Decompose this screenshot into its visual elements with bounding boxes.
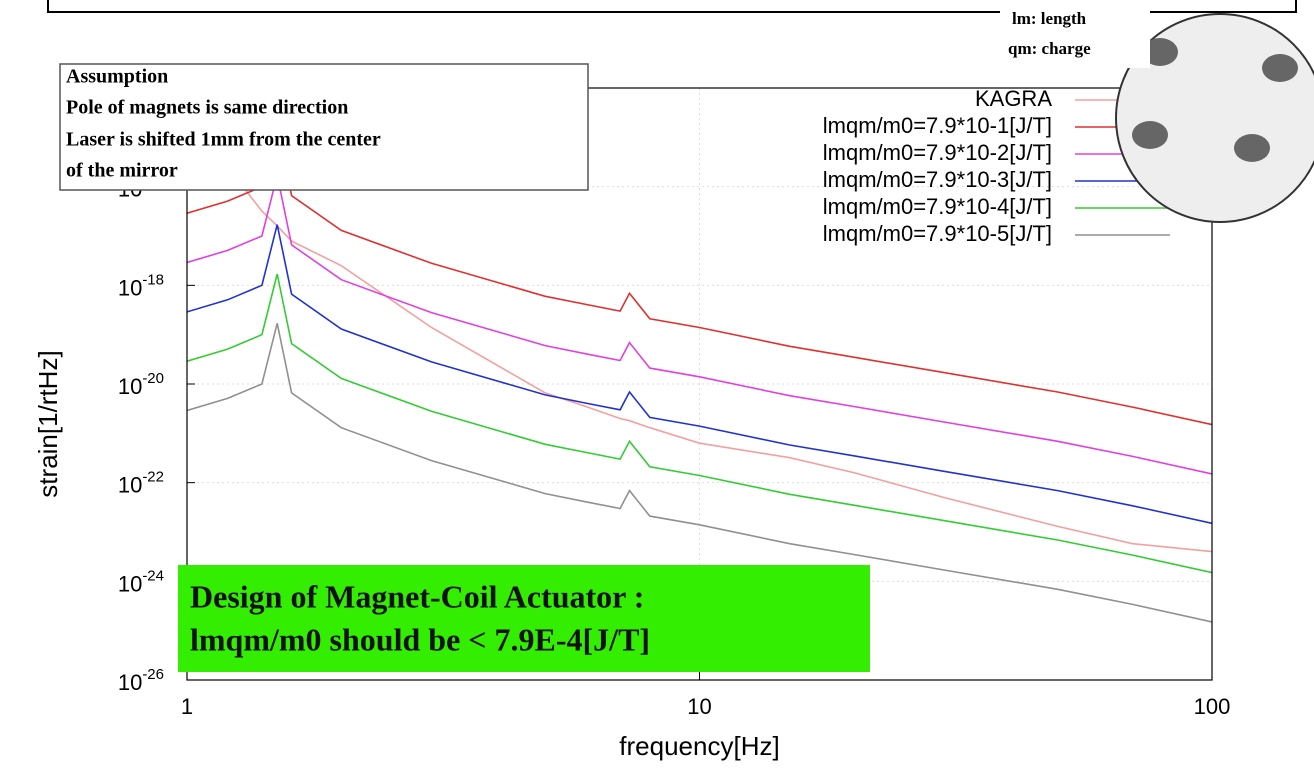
legend-label: lmqm/m0=7.9*10-5[J/T] <box>823 221 1052 246</box>
magnet <box>1142 38 1178 66</box>
legend-label: KAGRA <box>975 86 1052 111</box>
design-box: Design of Magnet-Coil Actuator : lmqm/m0… <box>178 565 870 672</box>
y-axis-title: strain[1/rtHz] <box>33 350 63 497</box>
series-line <box>187 273 1212 574</box>
x-tick-label: 1 <box>181 694 193 719</box>
legend-label: lmqm/m0=7.9*10-2[J/T] <box>823 140 1052 165</box>
mirror-figure: lm: length qm: charge <box>1000 9 1314 223</box>
magnet <box>1132 121 1168 149</box>
legend-label: lmqm/m0=7.9*10-4[J/T] <box>823 194 1052 219</box>
y-tick-exponent: -22 <box>142 469 164 486</box>
label-bg <box>1000 10 1150 68</box>
box <box>178 565 870 672</box>
y-tick-exponent: -18 <box>142 271 164 288</box>
note-line: Assumption <box>66 66 168 88</box>
top-box <box>47 0 1297 13</box>
legend-label: lmqm/m0=7.9*10-3[J/T] <box>823 167 1052 192</box>
y-tick-label: 10-24 <box>118 567 164 596</box>
y-tick-exponent: -20 <box>142 370 164 387</box>
y-tick-base: 10 <box>118 275 142 300</box>
note-line: of the mirror <box>66 160 178 182</box>
y-tick-label: 10-26 <box>118 666 164 695</box>
design-line: Design of Magnet-Coil Actuator : <box>190 578 644 614</box>
magnet <box>1262 54 1298 82</box>
box <box>59 63 589 191</box>
series-line <box>187 224 1212 525</box>
x-axis-title: frequency[Hz] <box>619 731 779 761</box>
y-tick-label: 10-22 <box>118 469 164 498</box>
y-tick-exponent: -24 <box>142 567 164 584</box>
y-tick-base: 10 <box>118 571 142 596</box>
design-line: lmqm/m0 should be < 7.9E-4[J/T] <box>190 621 650 657</box>
y-tick-label: 10-20 <box>118 370 164 399</box>
assumption-box: Assumption Pole of magnets is same direc… <box>59 63 589 191</box>
y-tick-label: 10-18 <box>118 271 164 300</box>
y-tick-base: 10 <box>118 670 142 695</box>
series-line <box>187 323 1212 623</box>
legend-label: lmqm/m0=7.9*10-1[J/T] <box>823 113 1052 138</box>
y-tick-base: 10 <box>118 472 142 497</box>
figure-label: lm: length <box>1012 9 1087 28</box>
y-tick-exponent: -26 <box>142 666 164 683</box>
note-line: Laser is shifted 1mm from the center <box>66 129 381 151</box>
figure-label: qm: charge <box>1008 39 1091 58</box>
x-tick-label: 10 <box>687 694 711 719</box>
magnet <box>1234 134 1270 162</box>
note-line: Pole of magnets is same direction <box>66 97 348 119</box>
plot-frame <box>186 87 1213 681</box>
y-tick-base: 10 <box>118 374 142 399</box>
x-tick-label: 100 <box>1194 694 1231 719</box>
